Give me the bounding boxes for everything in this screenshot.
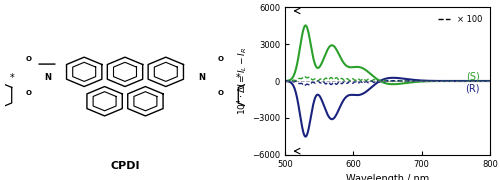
Text: O: O [218,91,224,96]
Text: N: N [44,73,52,82]
Text: O: O [26,91,32,96]
Text: (R): (R) [465,83,479,93]
Text: O: O [26,56,32,62]
Text: N: N [198,73,205,82]
Text: O: O [218,56,224,62]
X-axis label: Wavelength / nm: Wavelength / nm [346,174,429,180]
Legend: × 100: × 100 [434,11,486,27]
Text: *: * [236,73,240,83]
Y-axis label: $10^4 \cdot \Delta I = I_L - I_R$: $10^4 \cdot \Delta I = I_L - I_R$ [236,47,249,115]
Text: *: * [10,73,14,83]
Text: (S): (S) [466,72,479,82]
Text: CPDI: CPDI [110,161,140,171]
